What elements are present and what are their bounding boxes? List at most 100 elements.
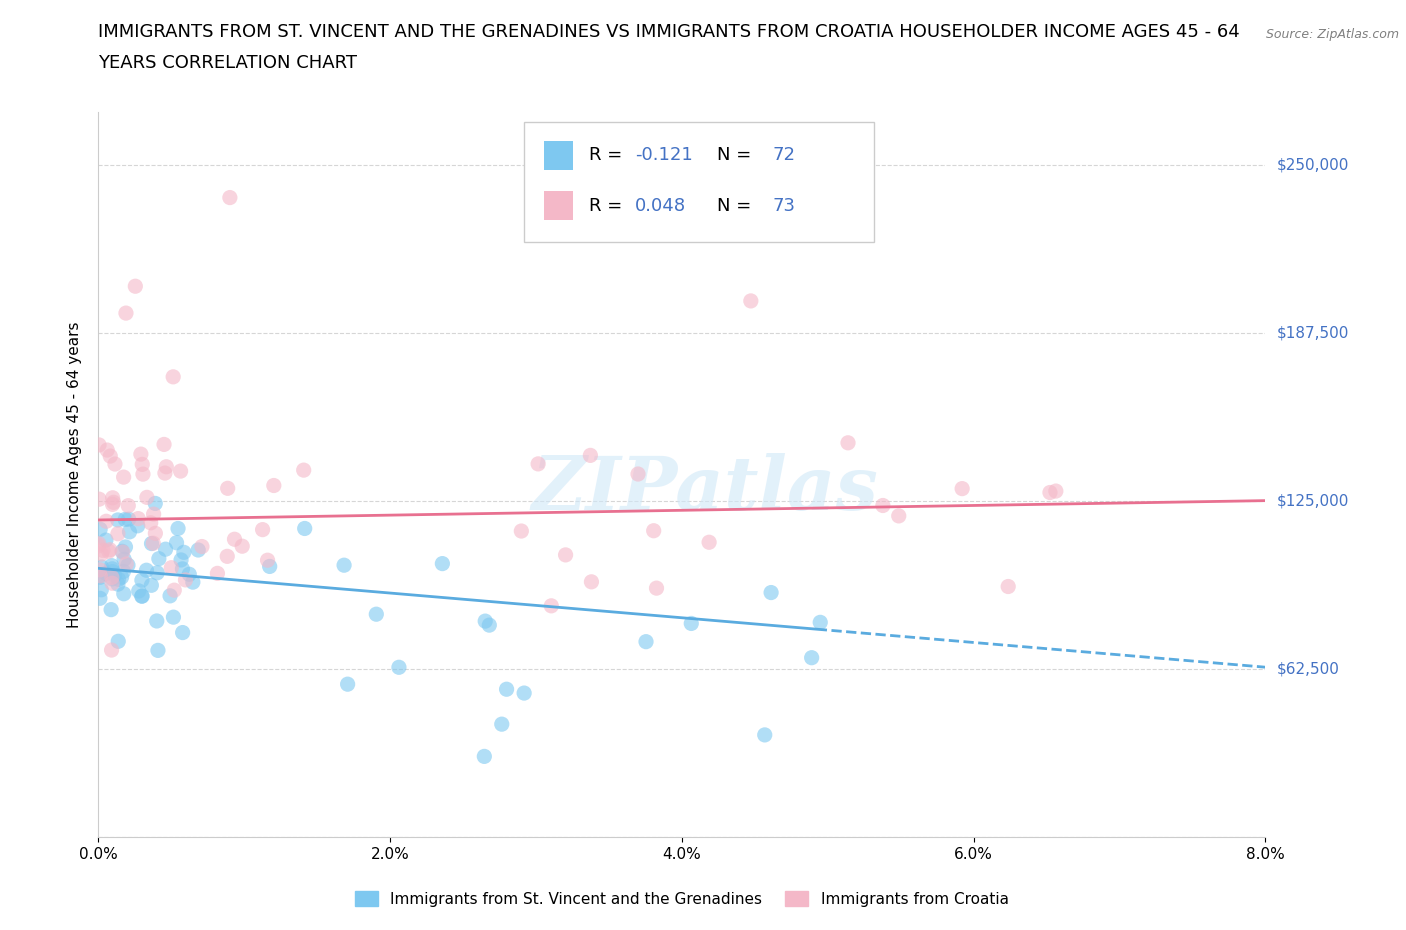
Point xyxy=(112,586,135,601)
Text: $62,500: $62,500 xyxy=(1277,661,1340,677)
Point xyxy=(872,498,894,513)
Point xyxy=(117,558,139,573)
Point xyxy=(162,369,184,384)
Point xyxy=(478,618,501,632)
Point xyxy=(366,606,388,621)
Text: N =: N = xyxy=(717,146,756,164)
Point xyxy=(94,566,117,581)
Point xyxy=(759,585,782,600)
Point xyxy=(114,512,136,526)
Point xyxy=(191,539,214,554)
Point xyxy=(627,467,650,482)
Point xyxy=(634,634,657,649)
Point xyxy=(172,625,194,640)
Point xyxy=(153,466,176,481)
Point xyxy=(527,457,550,472)
Point xyxy=(132,467,155,482)
Point xyxy=(118,512,141,526)
Point xyxy=(90,560,112,575)
Text: 72: 72 xyxy=(773,146,796,164)
Text: $125,000: $125,000 xyxy=(1277,494,1348,509)
Point xyxy=(107,512,129,527)
Point xyxy=(117,498,139,513)
Point xyxy=(491,717,513,732)
Point xyxy=(103,495,125,510)
Point xyxy=(87,538,110,553)
Point xyxy=(128,583,150,598)
Point xyxy=(129,446,152,461)
Point xyxy=(159,589,181,604)
Point xyxy=(217,549,239,564)
Point xyxy=(754,727,776,742)
Point xyxy=(100,643,122,658)
Point xyxy=(181,575,204,590)
Point xyxy=(173,545,195,560)
Point xyxy=(174,573,197,588)
Point xyxy=(218,190,240,205)
Point xyxy=(97,544,120,559)
Point xyxy=(554,548,576,563)
Point xyxy=(160,560,183,575)
Point xyxy=(107,577,129,591)
Point xyxy=(146,565,169,580)
Point xyxy=(800,650,823,665)
Point xyxy=(145,525,167,540)
Point xyxy=(643,524,665,538)
Point xyxy=(101,562,124,577)
Point xyxy=(131,573,153,588)
Point xyxy=(166,536,188,551)
Point xyxy=(98,542,121,557)
Point xyxy=(90,547,112,562)
Point xyxy=(100,603,122,618)
Point xyxy=(697,535,720,550)
Point xyxy=(131,457,153,472)
Point xyxy=(112,564,135,578)
Point xyxy=(256,552,278,567)
Point xyxy=(90,582,112,597)
Point xyxy=(94,533,117,548)
Point xyxy=(333,558,356,573)
Point xyxy=(118,525,141,539)
Point xyxy=(187,542,209,557)
Point xyxy=(808,615,831,630)
Point xyxy=(579,448,602,463)
Point xyxy=(101,497,124,512)
Point xyxy=(540,598,562,613)
Point xyxy=(887,509,910,524)
Point xyxy=(1045,484,1067,498)
Point xyxy=(252,522,274,537)
Point xyxy=(837,435,859,450)
Point xyxy=(681,616,703,631)
Point xyxy=(135,563,157,578)
Point xyxy=(179,566,201,581)
Point xyxy=(89,492,111,507)
Point xyxy=(87,537,110,551)
Point xyxy=(100,558,122,573)
Point xyxy=(294,521,316,536)
Text: YEARS CORRELATION CHART: YEARS CORRELATION CHART xyxy=(98,54,357,72)
Point xyxy=(217,481,239,496)
Point xyxy=(110,570,132,585)
Point xyxy=(112,551,135,566)
Point xyxy=(145,614,167,629)
Point xyxy=(96,514,118,529)
Point xyxy=(510,524,533,538)
Point xyxy=(131,589,153,604)
Point xyxy=(172,562,194,577)
Point xyxy=(167,521,190,536)
Point xyxy=(645,580,668,595)
Point xyxy=(472,749,495,764)
Point xyxy=(336,677,359,692)
Point xyxy=(259,559,281,574)
Point xyxy=(112,470,135,485)
Point xyxy=(224,532,246,547)
Point xyxy=(101,565,124,579)
Text: $187,500: $187,500 xyxy=(1277,326,1348,340)
Point xyxy=(148,551,170,566)
Point xyxy=(141,536,163,551)
Point xyxy=(388,660,411,675)
Point xyxy=(101,490,124,505)
Point xyxy=(950,481,973,496)
Point xyxy=(101,571,124,586)
Point xyxy=(163,583,186,598)
